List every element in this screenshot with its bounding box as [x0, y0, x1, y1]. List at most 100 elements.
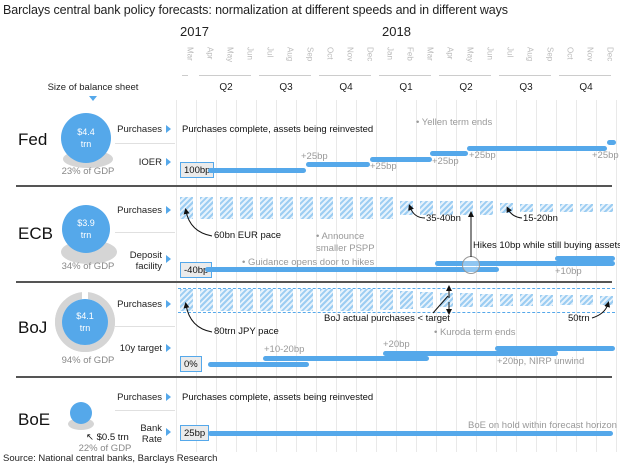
purchase-bar [380, 197, 393, 219]
purchase-bar [600, 295, 613, 305]
right-triangle-icon [166, 344, 171, 352]
purchase-bar [340, 289, 353, 311]
purchase-bar [360, 197, 373, 219]
pace-annotation: 60bn EUR pace [214, 230, 282, 241]
start-value-box: 0% [180, 356, 202, 372]
month-label: Jul [505, 47, 515, 58]
ioer-path-segment [370, 157, 432, 162]
purchase-bar [480, 293, 493, 307]
hike-label: +25bp [370, 161, 397, 172]
gridline [536, 100, 537, 452]
end-pace-arrow [591, 301, 611, 319]
deposit-path-segment [435, 261, 615, 266]
row-divider [115, 326, 175, 327]
purchase-bar [180, 197, 193, 219]
gridline [396, 100, 397, 452]
row-label-bank-rate: Bank Rate [140, 423, 162, 445]
quarter-rule [439, 75, 491, 76]
purchase-bar [300, 289, 313, 311]
right-triangle-icon [166, 393, 171, 401]
gridline [216, 100, 217, 452]
gridline [336, 100, 337, 452]
quarter-rule [199, 75, 251, 76]
gdp-share: 23% of GDP [61, 166, 115, 177]
purchase-bar [260, 197, 273, 219]
ioer-path-segment [430, 151, 468, 156]
taper-annotation: 35-40bn [426, 213, 461, 224]
right-triangle-icon [166, 255, 171, 263]
purchase-bar [220, 289, 233, 311]
purchase-bar [320, 197, 333, 219]
guidance-annotation: • Guidance opens door to hikes [242, 257, 375, 268]
gridline [256, 100, 257, 452]
gridline [436, 100, 437, 452]
gridline [616, 100, 617, 452]
purchase-bar [580, 204, 593, 212]
gridline [496, 100, 497, 452]
month-label: Jan [385, 47, 395, 60]
bank-name: BoJ [18, 318, 48, 337]
taper-annotation: 15-20bn [523, 213, 558, 224]
purchase-bar [420, 292, 433, 308]
month-label: Aug [285, 47, 295, 62]
purchase-bar [540, 204, 553, 212]
month-label: Apr [205, 47, 215, 60]
bank-name: Fed [18, 130, 48, 149]
balance-sheet-circle: $4.1 trn [62, 299, 108, 345]
purchase-bar [280, 289, 293, 311]
hike-label: +25bp [432, 156, 459, 167]
purchase-bar [240, 289, 253, 311]
row-divider [115, 410, 175, 411]
gdp-share: 22% of GDP [78, 443, 132, 454]
row-divider [115, 232, 175, 233]
purchase-bar [280, 197, 293, 219]
balance-sheet-circle: $4.4 trn [61, 113, 111, 163]
gridline [276, 100, 277, 452]
end-pace-annotation: 50trn [568, 313, 590, 324]
purchase-bar [520, 294, 533, 306]
purchase-bar [440, 293, 453, 307]
hike-label: +25bp [592, 150, 619, 161]
row-label-purchases: Purchases [117, 299, 162, 310]
purchase-bar [380, 290, 393, 310]
yellen-annotation: • Yellen term ends [416, 117, 493, 128]
ioer-path-segment [306, 162, 370, 167]
purchase-bar [500, 294, 513, 306]
purchase-bar [300, 197, 313, 219]
hold-annotation: BoE on hold within forecast horizon [468, 420, 617, 431]
hike-label: +10-20bp [264, 344, 305, 355]
target-dashed-line [178, 312, 615, 313]
quarter-rule [182, 75, 188, 76]
pspp-annotation: • Announce smaller PSPP [316, 231, 375, 254]
gridline [576, 100, 577, 452]
balance-sheet-value: $4.1 [76, 311, 94, 321]
month-label: May [225, 47, 235, 63]
right-triangle-icon [166, 206, 171, 214]
yield-target-path-segment [495, 346, 615, 351]
gridline [516, 100, 517, 452]
purchase-bar [600, 204, 613, 212]
purchases-status: Purchases complete, assets being reinves… [182, 392, 374, 403]
bank-rate-path [208, 431, 613, 436]
month-label: Dec [605, 47, 615, 62]
gdp-share: 94% of GDP [61, 355, 115, 366]
purchase-bar [480, 201, 493, 215]
quarter-rule [379, 75, 431, 76]
row-divider [115, 143, 175, 144]
row-label-purchases: Purchases [117, 392, 162, 403]
quarter-rule [499, 75, 551, 76]
right-triangle-icon [166, 300, 171, 308]
purchase-bar [440, 201, 453, 215]
quarter-rule [259, 75, 311, 76]
month-label: Oct [325, 47, 335, 60]
target-dashed-line [178, 288, 615, 289]
gridline [556, 100, 557, 452]
gridline [456, 100, 457, 452]
down-triangle-icon [89, 96, 97, 101]
hike-label: +25bp [469, 150, 496, 161]
purchase-bar [200, 289, 213, 311]
purchase-bar [420, 201, 433, 215]
purchase-bar [240, 197, 253, 219]
month-label: Mar [425, 47, 435, 61]
month-label: Jun [245, 47, 255, 60]
